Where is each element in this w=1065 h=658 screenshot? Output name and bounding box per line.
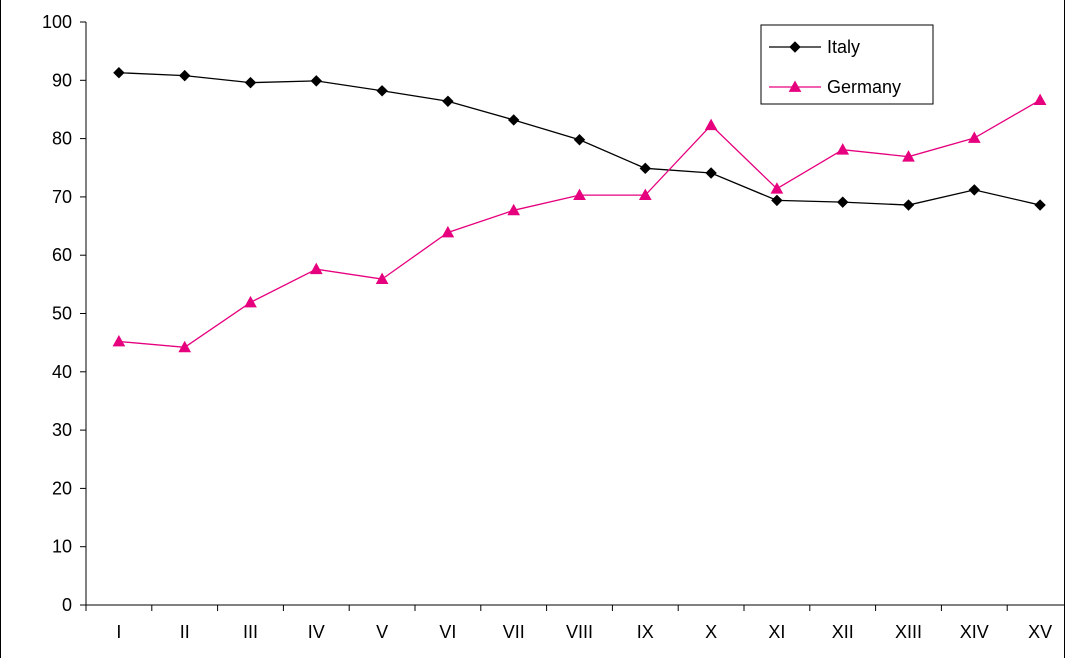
y-tick-label: 0 xyxy=(62,595,72,615)
x-tick-label: XIII xyxy=(895,622,922,642)
x-tick-label: IV xyxy=(308,622,325,642)
data-point-germany xyxy=(507,203,521,216)
x-tick-label: XI xyxy=(768,622,785,642)
legend-label: Germany xyxy=(827,77,901,97)
series-italy xyxy=(113,67,1046,211)
data-point-italy xyxy=(705,167,717,179)
data-point-germany xyxy=(967,131,981,143)
legend-marker xyxy=(788,80,802,92)
y-tick-label: 80 xyxy=(52,129,72,149)
chart-axes xyxy=(85,22,1065,606)
x-tick-label: II xyxy=(180,622,190,642)
series-layer xyxy=(112,67,1047,353)
data-point-germany xyxy=(770,182,784,194)
data-point-germany xyxy=(244,295,257,308)
y-tick-label: 70 xyxy=(52,187,72,207)
data-point-italy xyxy=(442,95,454,107)
y-tick-label: 30 xyxy=(52,420,72,440)
series-germany xyxy=(112,93,1047,353)
y-tick-label: 60 xyxy=(52,245,72,265)
x-tick-label: XII xyxy=(832,622,854,642)
data-point-italy xyxy=(1034,199,1046,211)
legend: Italy Germany xyxy=(760,24,934,105)
data-point-germany xyxy=(178,340,192,353)
data-point-italy xyxy=(113,67,125,79)
x-tick-label: XV xyxy=(1028,622,1052,642)
legend-label: Italy xyxy=(827,37,860,57)
legend-marker xyxy=(789,41,801,53)
data-point-germany xyxy=(704,118,718,131)
x-tick-label: X xyxy=(705,622,717,642)
data-point-germany xyxy=(375,272,389,285)
y-tick-label: 100 xyxy=(42,12,72,32)
x-tick-label: I xyxy=(116,622,121,642)
legend-item-germany: Germany xyxy=(769,77,901,97)
x-tick-label: III xyxy=(243,622,258,642)
data-point-italy xyxy=(244,76,257,89)
data-point-germany xyxy=(836,143,850,155)
data-point-germany xyxy=(902,150,915,162)
data-point-germany xyxy=(309,262,323,275)
data-point-germany xyxy=(573,188,586,201)
data-point-italy xyxy=(376,85,388,97)
y-tick-label: 90 xyxy=(52,70,72,90)
data-point-germany xyxy=(638,188,652,201)
data-point-italy xyxy=(968,184,981,196)
x-tick-label: XIV xyxy=(960,622,989,642)
data-point-italy xyxy=(771,194,783,207)
data-point-italy xyxy=(902,199,915,211)
y-tick-label: 10 xyxy=(52,537,72,557)
data-point-italy xyxy=(639,162,652,175)
data-point-italy xyxy=(836,196,849,208)
x-tick-label: VIII xyxy=(566,622,593,642)
y-axis-ticks: 0 10 20 30 40 50 60 70 80 90 100 xyxy=(42,12,86,615)
x-axis-ticks: I II III IV V VI VII VIII IX X XI XII XIII XIV XV xyxy=(85,605,1052,642)
x-tick-label: VII xyxy=(503,622,525,642)
x-tick-label: VI xyxy=(439,622,456,642)
x-tick-label: V xyxy=(376,622,388,642)
data-point-germany xyxy=(441,225,455,238)
legend-item-italy: Italy xyxy=(769,37,860,57)
y-tick-label: 50 xyxy=(52,304,72,324)
data-point-germany xyxy=(112,334,126,347)
data-point-italy xyxy=(573,134,586,146)
data-point-italy xyxy=(310,75,323,87)
y-tick-label: 40 xyxy=(52,362,72,382)
data-point-italy xyxy=(507,114,520,126)
y-tick-label: 20 xyxy=(52,478,72,498)
data-point-germany xyxy=(1033,93,1047,106)
x-tick-label: IX xyxy=(637,622,654,642)
data-point-italy xyxy=(178,69,191,82)
